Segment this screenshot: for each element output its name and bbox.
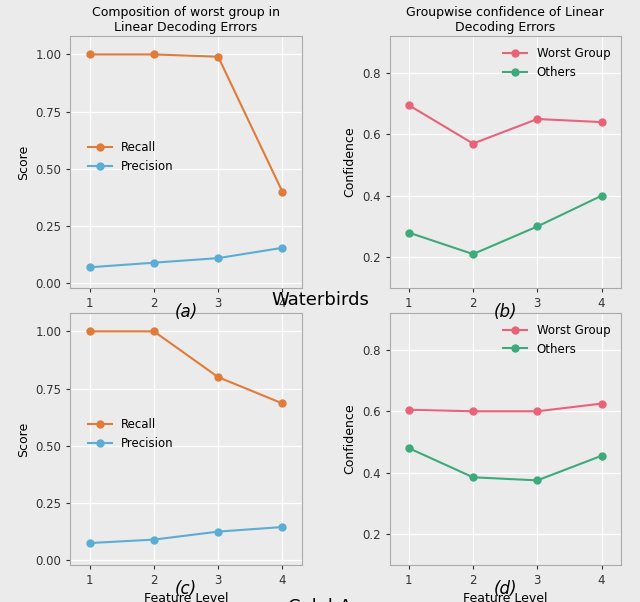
Text: (b): (b) [493,303,517,321]
Recall [214,373,222,380]
Precision [86,264,93,271]
Legend: Worst Group, Others: Worst Group, Others [499,42,615,83]
Precision [150,259,157,266]
Others [405,444,413,452]
X-axis label: Feature Level: Feature Level [144,315,228,329]
Y-axis label: Confidence: Confidence [343,126,356,197]
Legend: Recall, Precision: Recall, Precision [83,136,179,178]
Worst Group [598,119,605,126]
Precision [278,244,286,252]
Recall [86,51,93,58]
Recall [150,327,157,335]
Others [534,477,541,484]
Recall [86,327,93,335]
Title: Groupwise confidence of Linear
Decoding Errors: Groupwise confidence of Linear Decoding … [406,5,604,34]
Precision [86,539,93,547]
X-axis label: Feature Level: Feature Level [144,592,228,602]
Worst Group [469,408,477,415]
Y-axis label: Score: Score [17,144,30,179]
X-axis label: Feature Level: Feature Level [463,592,547,602]
Precision [150,536,157,543]
Text: (d): (d) [493,580,517,598]
Line: Recall: Recall [86,51,286,195]
Worst Group [534,116,541,123]
Recall [278,400,286,407]
Worst Group [598,400,605,407]
Legend: Worst Group, Others: Worst Group, Others [499,319,615,360]
Others [598,192,605,199]
Others [405,229,413,236]
Text: CelebA: CelebA [288,598,352,602]
Worst Group [405,406,413,414]
Text: (c): (c) [175,580,197,598]
X-axis label: Feature Level: Feature Level [463,315,547,329]
Line: Worst Group: Worst Group [405,400,605,415]
Y-axis label: Score: Score [17,421,30,456]
Text: (a): (a) [175,303,198,321]
Line: Precision: Precision [86,524,286,547]
Others [534,223,541,230]
Recall [278,188,286,196]
Line: Worst Group: Worst Group [405,102,605,147]
Text: Waterbirds: Waterbirds [271,291,369,309]
Line: Others: Others [405,445,605,484]
Worst Group [534,408,541,415]
Worst Group [405,102,413,109]
Precision [214,255,222,262]
Line: Recall: Recall [86,328,286,407]
Y-axis label: Confidence: Confidence [343,403,356,474]
Line: Others: Others [405,192,605,258]
Others [598,452,605,459]
Precision [214,528,222,535]
Others [469,474,477,481]
Others [469,250,477,258]
Worst Group [469,140,477,147]
Recall [214,53,222,60]
Legend: Recall, Precision: Recall, Precision [83,413,179,455]
Title: Composition of worst group in
Linear Decoding Errors: Composition of worst group in Linear Dec… [92,5,280,34]
Recall [150,51,157,58]
Precision [278,523,286,530]
Line: Precision: Precision [86,244,286,271]
